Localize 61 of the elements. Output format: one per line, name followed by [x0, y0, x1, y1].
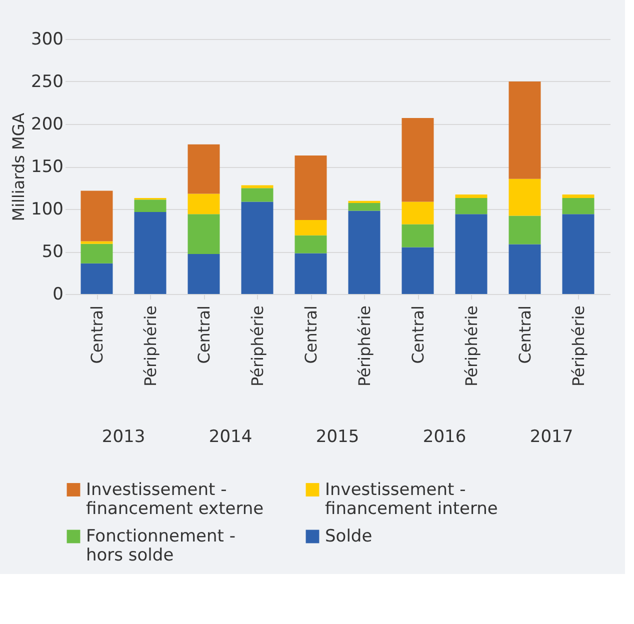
bar — [134, 212, 166, 294]
bar — [455, 198, 488, 214]
bar — [562, 198, 594, 214]
bar — [402, 202, 434, 224]
y-tick-label: 50 — [42, 242, 64, 262]
bar — [188, 194, 220, 214]
text: 2016 — [422, 427, 466, 447]
bar — [294, 253, 327, 294]
x-tick-label: Central — [87, 306, 106, 364]
bar — [188, 254, 220, 294]
legend-label: Solde — [325, 526, 372, 546]
text: 2013 — [102, 427, 146, 447]
bar — [80, 244, 113, 264]
bar — [562, 194, 594, 198]
x-tick-label: Central — [301, 306, 320, 364]
bar — [80, 190, 113, 242]
bar — [348, 203, 380, 211]
text: 2014 — [208, 427, 252, 447]
bar — [508, 178, 541, 216]
x-tick-label: Central — [194, 306, 214, 364]
bar — [241, 185, 274, 188]
bar — [508, 216, 541, 244]
x-tick-label: Périphérie — [140, 306, 160, 386]
bar — [294, 220, 327, 236]
y-tick-label: 150 — [31, 157, 64, 177]
bar — [188, 214, 220, 254]
text: 2017 — [530, 427, 574, 447]
legend-label: Investissement - financement interne — [325, 480, 498, 519]
bar — [402, 224, 434, 248]
x-tick-label: Périphérie — [354, 306, 374, 386]
x-tick-label: Central — [408, 306, 428, 364]
bar — [508, 82, 541, 179]
x-tick-label: Central — [515, 306, 534, 364]
bar — [348, 200, 380, 204]
bar — [188, 144, 220, 194]
bar — [402, 118, 434, 202]
y-tick-label: 200 — [31, 114, 64, 134]
legend-label: Investissement - financement externe — [86, 480, 264, 519]
bar — [294, 235, 327, 254]
bar — [508, 244, 541, 294]
bar — [562, 214, 594, 294]
x-tick-label: Périphérie — [462, 306, 481, 386]
bar — [455, 194, 488, 198]
bar — [348, 210, 380, 294]
y-tick-label: 250 — [31, 72, 64, 92]
y-tick-label: 300 — [31, 30, 64, 50]
bar — [80, 263, 113, 294]
bar — [241, 202, 274, 294]
y-tick-label: 0 — [52, 284, 64, 304]
y-tick-label: 100 — [31, 200, 64, 220]
bar — [134, 200, 166, 212]
y-axis-title: Milliards MGA — [9, 112, 28, 222]
bar — [402, 247, 434, 294]
x-tick-label: Périphérie — [568, 306, 588, 386]
bar — [241, 188, 274, 202]
text: 2015 — [316, 427, 360, 447]
bar — [294, 155, 327, 220]
bar — [80, 241, 113, 244]
bar — [455, 214, 488, 294]
x-tick-label: Périphérie — [248, 306, 267, 386]
legend-label: Fonctionnement - hors solde — [86, 526, 236, 566]
